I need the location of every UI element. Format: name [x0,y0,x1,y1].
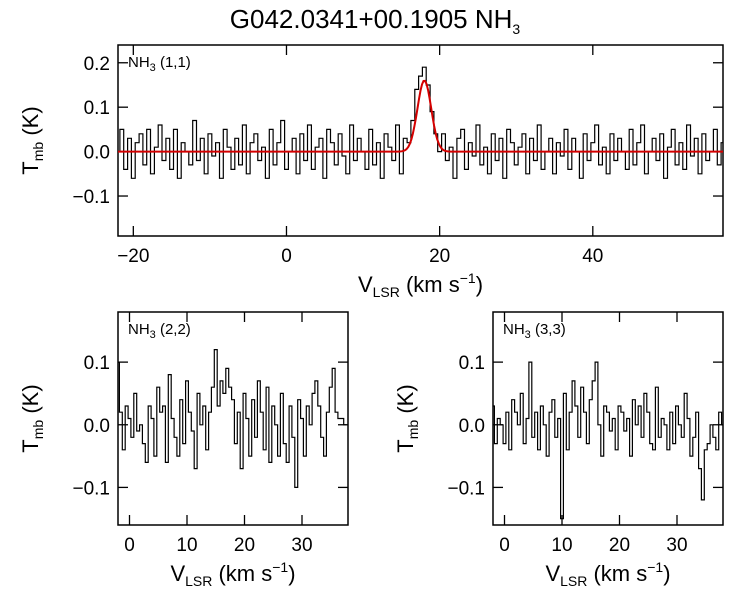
x-axis-title: VLSR (km s−1) [170,559,295,589]
y-axis-title-main: T [393,439,418,452]
transition-label-subscript: 3 [525,329,531,341]
plot-frame [117,311,349,526]
transition-label-rest: (3,3) [531,321,566,338]
x-tick-label: −20 [117,246,149,267]
x-tick-label: 30 [666,535,687,556]
x-tick-label: 30 [291,535,312,556]
spectrum-line [118,349,347,488]
transition-label: NH3 (1,1) [128,54,191,74]
transition-label-main: NH [128,321,150,338]
x-tick-label: 20 [609,535,630,556]
y-axis-title-main: T [18,161,43,174]
y-tick-label: −0.1 [447,478,485,499]
y-axis-title: Tmb (K) [18,106,46,174]
plot-frame [117,44,724,237]
spectrum-line [118,66,723,179]
y-axis-title: Tmb (K) [393,384,421,452]
x-tick-label: 20 [429,246,450,267]
y-axis-title-main: T [18,439,43,452]
y-tick-label: 0.0 [459,416,485,437]
figure-title: G042.0341+00.1905 NH3 [230,4,521,37]
x-axis-title-rest: (km s [212,561,272,586]
y-tick-label: −0.1 [72,187,110,208]
y-axis-title-rest: (K) [393,384,418,419]
x-tick-label: 20 [234,535,255,556]
x-axis-title: VLSR (km s−1) [358,270,483,300]
x-axis-title-main: V [170,561,185,586]
transition-label-rest: (2,2) [156,321,191,338]
x-axis-title-superscript: −1 [460,270,476,286]
panel-nh3-33: 0 10 20 30 0.1 0.0 −0.1 NH3 (3,3) VLSR (km s−1) T… [393,311,724,589]
transition-label-subscript: 3 [150,329,156,341]
y-axis-title-rest: (K) [18,384,43,419]
y-tick-label: 0.1 [84,353,110,374]
x-axis-title-rest: (km s [587,561,647,586]
x-axis-title-main: V [545,561,560,586]
figure-title-subscript: 3 [512,21,520,37]
y-axis-title-subscript: mb [30,142,46,162]
x-axis-title: VLSR (km s−1) [545,559,670,589]
y-axis-title: Tmb (K) [18,384,46,452]
x-axis-title-close: ) [663,561,670,586]
x-tick-label: 10 [551,535,572,556]
panel-nh3-11: −20 0 20 40 0.2 0.1 0.0 −0.1 NH3 (1,1) VLSR (km s… [18,44,724,300]
y-tick-label: 0.1 [84,98,110,119]
x-axis-title-close: ) [288,561,295,586]
x-tick-label: 0 [281,246,292,267]
x-tick-label: 0 [124,535,135,556]
x-axis-title-superscript: −1 [272,559,288,575]
y-tick-label: 0.0 [84,416,110,437]
y-tick-label: 0.0 [84,143,110,164]
y-tick-label: 0.1 [459,353,485,374]
x-axis-title-main: V [358,272,373,297]
spectrum-line [493,361,723,520]
y-tick-label: 0.2 [84,54,110,75]
transition-label-main: NH [503,321,525,338]
y-axis-title-subscript: mb [405,420,421,440]
y-axis-title-subscript: mb [30,420,46,440]
x-axis-title-close: ) [476,272,483,297]
y-axis-title-rest: (K) [18,106,43,141]
x-axis-title-subscript: LSR [560,573,587,589]
panel-nh3-22: 0 10 20 30 0.1 0.0 −0.1 NH3 (2,2) VLSR (km s−1) T… [18,311,349,589]
x-tick-label: 0 [499,535,510,556]
gaussian-fit-line [118,79,723,153]
plot-frame [492,311,724,526]
transition-label: NH3 (2,2) [128,321,191,341]
transition-label: NH3 (3,3) [503,321,566,341]
x-tick-label: 40 [582,246,603,267]
x-axis-title-subscript: LSR [185,573,212,589]
x-tick-label: 10 [176,535,197,556]
transition-label-subscript: 3 [150,62,156,74]
x-axis-title-superscript: −1 [647,559,663,575]
transition-label-rest: (1,1) [156,54,191,71]
transition-label-main: NH [128,54,150,71]
x-axis-title-rest: (km s [400,272,460,297]
y-tick-label: −0.1 [72,478,110,499]
x-axis-title-subscript: LSR [373,284,400,300]
